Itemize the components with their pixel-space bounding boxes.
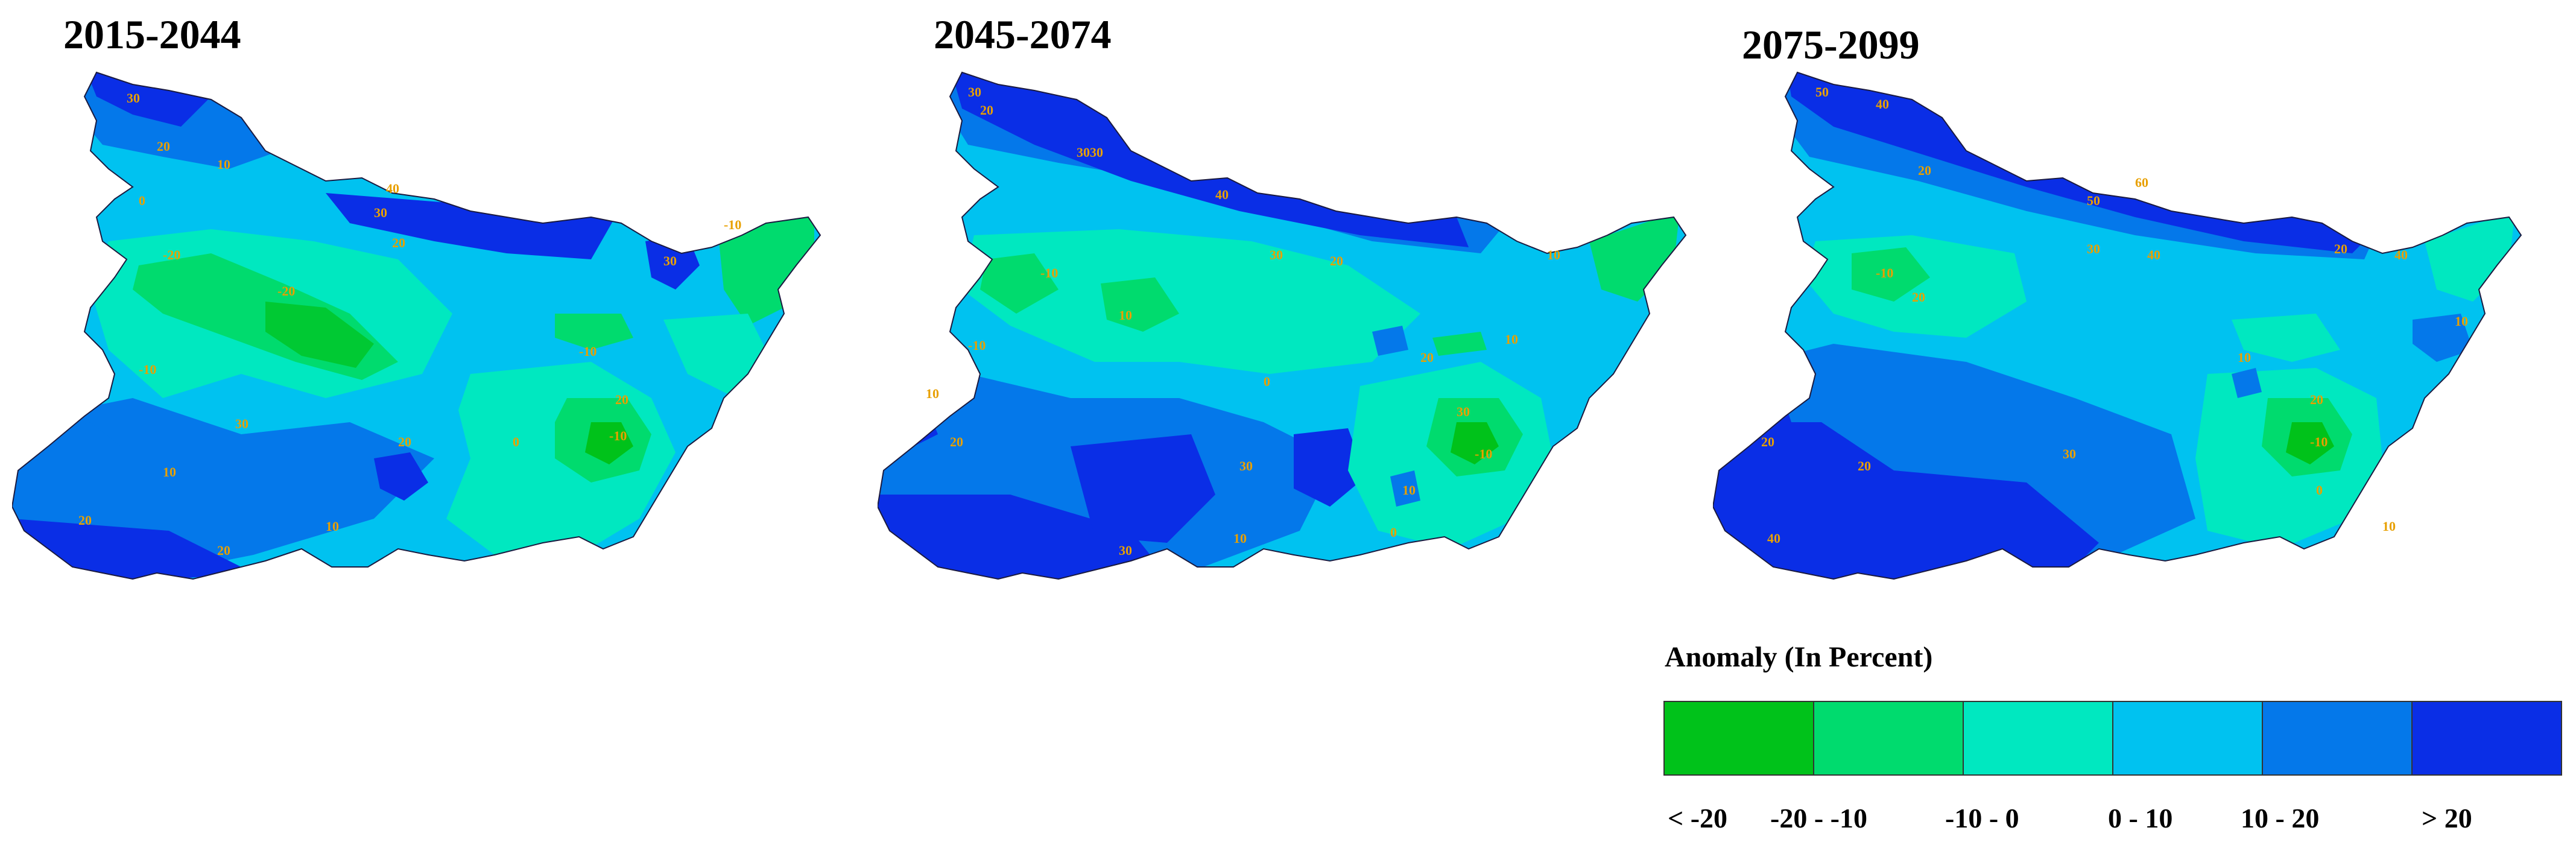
contour-label: 20 [217,543,230,558]
panel-title-2045-2074: 2045-2074 [934,11,1112,57]
contour-label: 30 [2087,241,2100,256]
contour-label: 10 [2238,350,2251,365]
contour-label: 0 [1264,374,1270,389]
contour-label: 20 [392,235,405,250]
legend-label-minus20-minus10: -20 - -10 [1770,803,1867,834]
legend-swatch-gt-20 [2413,702,2561,774]
legend-label-minus10-0: -10 - 0 [1945,803,2019,834]
contour-label: 30 [1239,458,1253,473]
contour-label: -10 [2310,434,2328,449]
panel-title-2015-2044: 2015-2044 [63,11,241,57]
contour-label: 20 [2310,392,2323,407]
contour-label: 20 [398,434,411,449]
contour-label: 0 [2316,483,2323,498]
contour-label: 20 [1918,163,1931,178]
contour-label: 10 [1119,308,1132,323]
contour-label: 30 [968,84,981,100]
contour-label: 10 [1233,531,1247,546]
contour-label: 10 [163,464,176,479]
contour-label: 20 [78,513,92,528]
contour-label: 10 [1402,483,1416,498]
contour-label: 30 [1270,247,1283,262]
contour-label: 10 [1547,247,1560,262]
contour-label: 10 [2455,314,2468,329]
contour-label: 10 [326,519,339,534]
contour-label: -20 [163,247,180,262]
contour-label: 30 [374,205,387,220]
contour-label: 30 [235,416,248,431]
anomaly-map-2045-2074: 30 20 3030 40 30 20 10 -10 10 -10 10 0 2… [878,71,1687,580]
contour-label: -10 [968,338,986,353]
contour-label: 10 [217,157,230,172]
map-1-fill [12,72,820,579]
anomaly-map-2075-2099: 50 40 20 60 50 40 30 20 40 10 -10 20 -10… [1713,71,2522,580]
contour-label: 40 [1215,187,1229,202]
contour-label: 10 [926,386,939,401]
contour-label: -10 [139,362,156,377]
map-3-boundary [1713,71,2522,580]
legend-label-0-10: 0 - 10 [2108,803,2173,834]
contour-label: 20 [1330,253,1343,268]
contour-label: 0 [139,193,145,208]
contour-label: 60 [2135,175,2148,190]
contour-label: 40 [2147,247,2160,262]
contour-label: 10 [2382,519,2396,534]
contour-label: 20 [980,103,993,118]
contour-label: 20 [1912,290,1925,305]
contour-label: 30 [663,253,677,268]
contour-label: -10 [609,428,627,443]
contour-label: 50 [1815,84,1829,100]
contour-label: -10 [1876,265,1893,280]
legend-label-lt-minus20: < -20 [1668,803,1728,834]
map-3-fill [1713,72,2521,579]
contour-label: 3030 [1077,145,1103,160]
legend-label-gt-20: > 20 [2422,803,2472,834]
contour-label: -10 [1475,446,1492,461]
contour-label: 0 [1390,525,1397,540]
contour-label: 20 [615,392,628,407]
contour-label: -10 [724,217,741,232]
anomaly-map-2015-2044: 30 20 10 0 40 30 20 -10 -20 -10 30 -10 2… [12,71,821,580]
contour-label: 20 [950,434,963,449]
map-1-boundary [12,71,821,580]
contour-label: 40 [386,181,399,196]
map-2-contour-labels: 30 20 3030 40 30 20 10 -10 10 -10 10 0 2… [926,84,1560,558]
contour-label: 20 [2334,241,2347,256]
contour-label: 20 [1858,458,1871,473]
contour-label: -10 [579,344,597,359]
contour-label: 20 [1761,434,1774,449]
contour-label: 20 [1420,350,1434,365]
legend-swatch-minus10-0 [1964,702,2113,774]
contour-label: 30 [2063,446,2076,461]
contour-label: 40 [2394,247,2408,262]
contour-label: 30 [1457,404,1470,419]
contour-label: 30 [1119,543,1132,558]
legend-swatch-10-20 [2263,702,2413,774]
legend-swatch-lt-minus20 [1665,702,1814,774]
legend-swatch-0-10 [2113,702,2263,774]
contour-label: 10 [1505,332,1518,347]
legend-color-bar [1663,701,2562,776]
legend-swatch-minus20-minus10 [1814,702,1964,774]
map-1-contour-labels: 30 20 10 0 40 30 20 -10 -20 -10 30 -10 2… [78,90,741,558]
contour-label: 40 [1767,531,1780,546]
contour-label: 20 [157,139,170,154]
contour-label: -20 [277,283,295,299]
legend-title: Anomaly (In Percent) [1665,641,1933,673]
contour-label: 0 [513,434,519,449]
map-3-contour-labels: 50 40 20 60 50 40 30 20 40 10 -10 20 -10… [1761,84,2468,546]
contour-label: 50 [2087,193,2100,208]
map-2-fill [878,72,1686,579]
map-2-boundary [878,71,1687,580]
panel-title-2075-2099: 2075-2099 [1742,22,1920,68]
contour-label: -10 [1040,265,1058,280]
contour-label: 30 [127,90,140,106]
legend-label-10-20: 10 - 20 [2241,803,2320,834]
contour-label: 40 [1876,97,1889,112]
